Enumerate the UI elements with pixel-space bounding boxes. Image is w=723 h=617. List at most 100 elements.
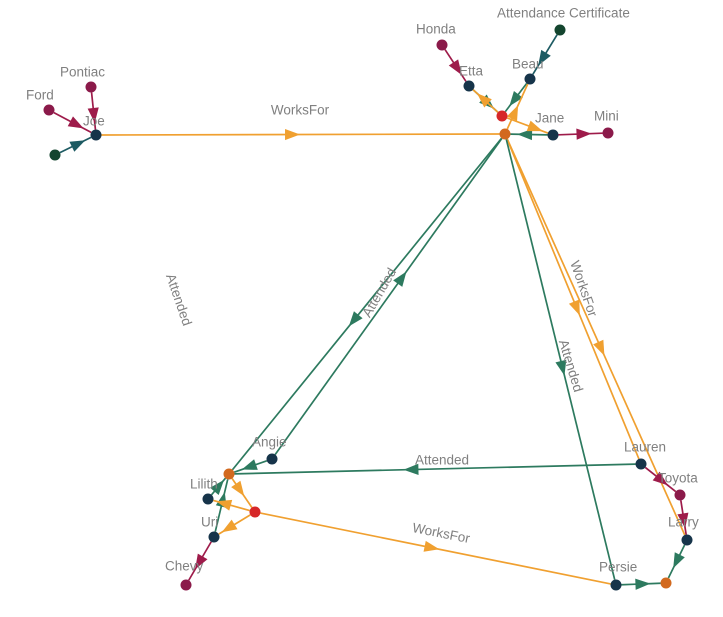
graph-edge[interactable] bbox=[188, 541, 212, 581]
node-label-honda: Honda bbox=[416, 22, 456, 37]
edge-line bbox=[506, 138, 686, 536]
edge-arrowhead-icon bbox=[576, 128, 592, 140]
graph-node-chevy[interactable] bbox=[180, 579, 192, 591]
edge-line bbox=[505, 139, 616, 580]
edge-arrowhead-icon bbox=[195, 553, 208, 570]
edge-arrowhead-icon bbox=[221, 519, 238, 533]
node-label-uri: Uri bbox=[201, 515, 218, 530]
graph-edge[interactable] bbox=[667, 544, 686, 579]
graph-node-mini[interactable] bbox=[602, 127, 614, 139]
node-label-larry: Larry bbox=[668, 515, 699, 530]
graph-edge[interactable] bbox=[59, 136, 92, 154]
edge-arrowhead-icon bbox=[67, 116, 84, 129]
node-label-beau: Beau bbox=[512, 57, 544, 72]
node-label-angie: Angie bbox=[252, 435, 287, 450]
graph-edge[interactable] bbox=[274, 137, 503, 456]
edge-label-worksfor: WorksFor bbox=[567, 259, 600, 319]
edge-arrowhead-icon bbox=[216, 499, 233, 511]
graph-node[interactable] bbox=[496, 110, 508, 122]
graph-edge[interactable] bbox=[210, 477, 227, 496]
edge-arrowhead-icon bbox=[241, 459, 258, 470]
graph-edge[interactable] bbox=[218, 514, 251, 535]
edge-line bbox=[506, 138, 640, 460]
graph-node-honda[interactable] bbox=[436, 39, 448, 51]
node-label-attendance-certificate: Attendance Certificate bbox=[497, 6, 630, 21]
graph-node-joe[interactable] bbox=[90, 129, 102, 141]
graph-edge[interactable] bbox=[87, 92, 99, 130]
graph-edge[interactable] bbox=[444, 49, 467, 82]
node-label-etta: Etta bbox=[459, 64, 484, 79]
graph-edge[interactable] bbox=[506, 117, 549, 134]
edge-label-attended: Attended bbox=[163, 272, 195, 328]
graph-node-beau[interactable] bbox=[524, 73, 536, 85]
graph-edge[interactable] bbox=[505, 139, 616, 580]
graph-node[interactable] bbox=[499, 128, 511, 140]
node-label-chevy: Chevy bbox=[165, 559, 204, 574]
graph-node-etta[interactable] bbox=[463, 80, 475, 92]
edge-line bbox=[231, 137, 503, 471]
edge-arrowhead-icon bbox=[568, 299, 580, 316]
graph-node-toyota[interactable] bbox=[674, 489, 686, 501]
edge-arrowhead-icon bbox=[87, 107, 99, 123]
graph-node-lilith[interactable] bbox=[202, 493, 214, 505]
graph-node[interactable] bbox=[223, 468, 235, 480]
edge-arrowhead-icon bbox=[635, 578, 651, 590]
graph-edge[interactable] bbox=[532, 34, 558, 75]
graph-edge[interactable] bbox=[506, 138, 640, 460]
edge-arrowhead-icon bbox=[555, 359, 567, 376]
graph-edge[interactable] bbox=[510, 128, 548, 141]
edge-arrowhead-icon bbox=[526, 120, 543, 132]
graph-node[interactable] bbox=[660, 577, 672, 589]
edge-arrowhead-icon bbox=[652, 471, 668, 486]
graph-node-ford[interactable] bbox=[43, 104, 55, 116]
graph-node-pontiac[interactable] bbox=[85, 81, 97, 93]
node-labels-layer: Pontiac Ford Joe Honda Etta Beau Attendance Ce… bbox=[26, 6, 699, 575]
graph-edge[interactable] bbox=[558, 128, 603, 140]
graph-edge[interactable] bbox=[101, 128, 500, 141]
graph-edge[interactable] bbox=[234, 463, 636, 475]
graph-edge[interactable] bbox=[53, 111, 92, 134]
edges-layer bbox=[53, 34, 689, 590]
graph-node[interactable] bbox=[49, 149, 61, 161]
graph-edge[interactable] bbox=[506, 83, 529, 130]
edge-arrowhead-icon bbox=[593, 339, 605, 356]
edge-arrowhead-icon bbox=[506, 105, 519, 122]
graph-edge[interactable] bbox=[621, 578, 661, 590]
node-label-pontiac: Pontiac bbox=[60, 65, 105, 80]
edge-arrowhead-icon bbox=[348, 311, 363, 327]
node-label-jane: Jane bbox=[535, 111, 564, 126]
graph-edge[interactable] bbox=[504, 82, 528, 113]
edge-arrowhead-icon bbox=[538, 49, 551, 66]
node-label-lilith: Lilith bbox=[190, 477, 218, 492]
graph-edge[interactable] bbox=[644, 466, 677, 493]
graph-node-larry[interactable] bbox=[681, 534, 693, 546]
graph-node-angie[interactable] bbox=[266, 453, 278, 465]
edge-arrowhead-icon bbox=[393, 271, 407, 287]
edge-label-attended: Attended bbox=[415, 453, 469, 468]
edge-arrowhead-icon bbox=[403, 463, 419, 475]
node-label-toyota: Toyota bbox=[658, 471, 698, 486]
graph-node-lauren[interactable] bbox=[635, 458, 647, 470]
graph-edge[interactable] bbox=[231, 478, 253, 508]
graph-edge[interactable] bbox=[233, 459, 268, 473]
graph-node-uri[interactable] bbox=[208, 531, 220, 543]
edge-arrowhead-icon bbox=[448, 59, 462, 75]
graph-node[interactable] bbox=[249, 506, 261, 518]
graph-edge[interactable] bbox=[213, 499, 250, 512]
graph-edge[interactable] bbox=[677, 500, 689, 535]
graph-edge[interactable] bbox=[506, 138, 686, 536]
node-label-lauren: Lauren bbox=[624, 440, 666, 455]
graph-node-attendance-certificate[interactable] bbox=[554, 24, 566, 36]
edge-arrowhead-icon bbox=[517, 128, 533, 141]
graph-node-persie[interactable] bbox=[610, 579, 622, 591]
node-label-ford: Ford bbox=[26, 88, 54, 103]
edge-labels-layer: WorksFor Attended Attended WorksFor Attended… bbox=[163, 103, 601, 547]
graph-edge[interactable] bbox=[472, 89, 499, 113]
edge-label-worksfor: WorksFor bbox=[411, 520, 472, 546]
graph-node-jane[interactable] bbox=[547, 129, 559, 141]
graph-edge[interactable] bbox=[260, 512, 611, 585]
node-label-mini: Mini bbox=[594, 109, 619, 124]
graph-edge[interactable] bbox=[231, 137, 503, 471]
